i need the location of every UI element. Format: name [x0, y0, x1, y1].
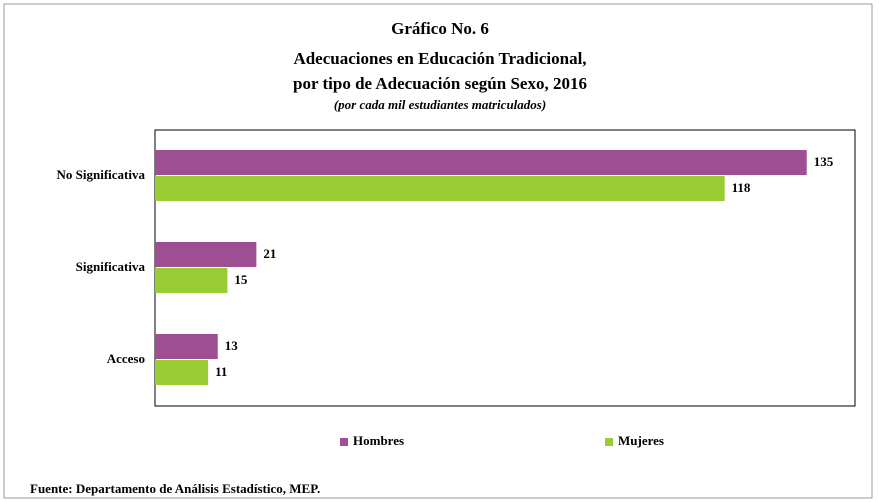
chart-subtitle: por tipo de Adecuación según Sexo, 2016 [293, 74, 587, 93]
chart-note: (por cada mil estudiantes matriculados) [334, 97, 546, 112]
bar [155, 360, 209, 385]
data-label: 13 [225, 338, 239, 353]
data-label: 118 [732, 180, 751, 195]
source: Fuente: Departamento de Análisis Estadís… [30, 481, 320, 496]
legend-swatch [340, 438, 348, 446]
data-label: 11 [215, 364, 227, 379]
bar [155, 176, 725, 201]
legend-swatch [605, 438, 613, 446]
data-label: 135 [814, 154, 834, 169]
bar [155, 150, 807, 175]
bar [155, 334, 218, 359]
data-label: 21 [263, 246, 276, 261]
bar [155, 242, 257, 267]
data-label: 15 [234, 272, 248, 287]
y-tick-label: Acceso [107, 351, 145, 366]
bar [155, 268, 228, 293]
y-tick-label: No Significativa [57, 167, 146, 182]
chart-title: Gráfico No. 6 [391, 19, 489, 38]
legend-label: Mujeres [618, 433, 664, 448]
legend-label: Hombres [353, 433, 404, 448]
y-tick-label: Significativa [76, 259, 146, 274]
chart-subtitle: Adecuaciones en Educación Tradicional, [293, 49, 586, 68]
chart-frame [3, 3, 873, 499]
